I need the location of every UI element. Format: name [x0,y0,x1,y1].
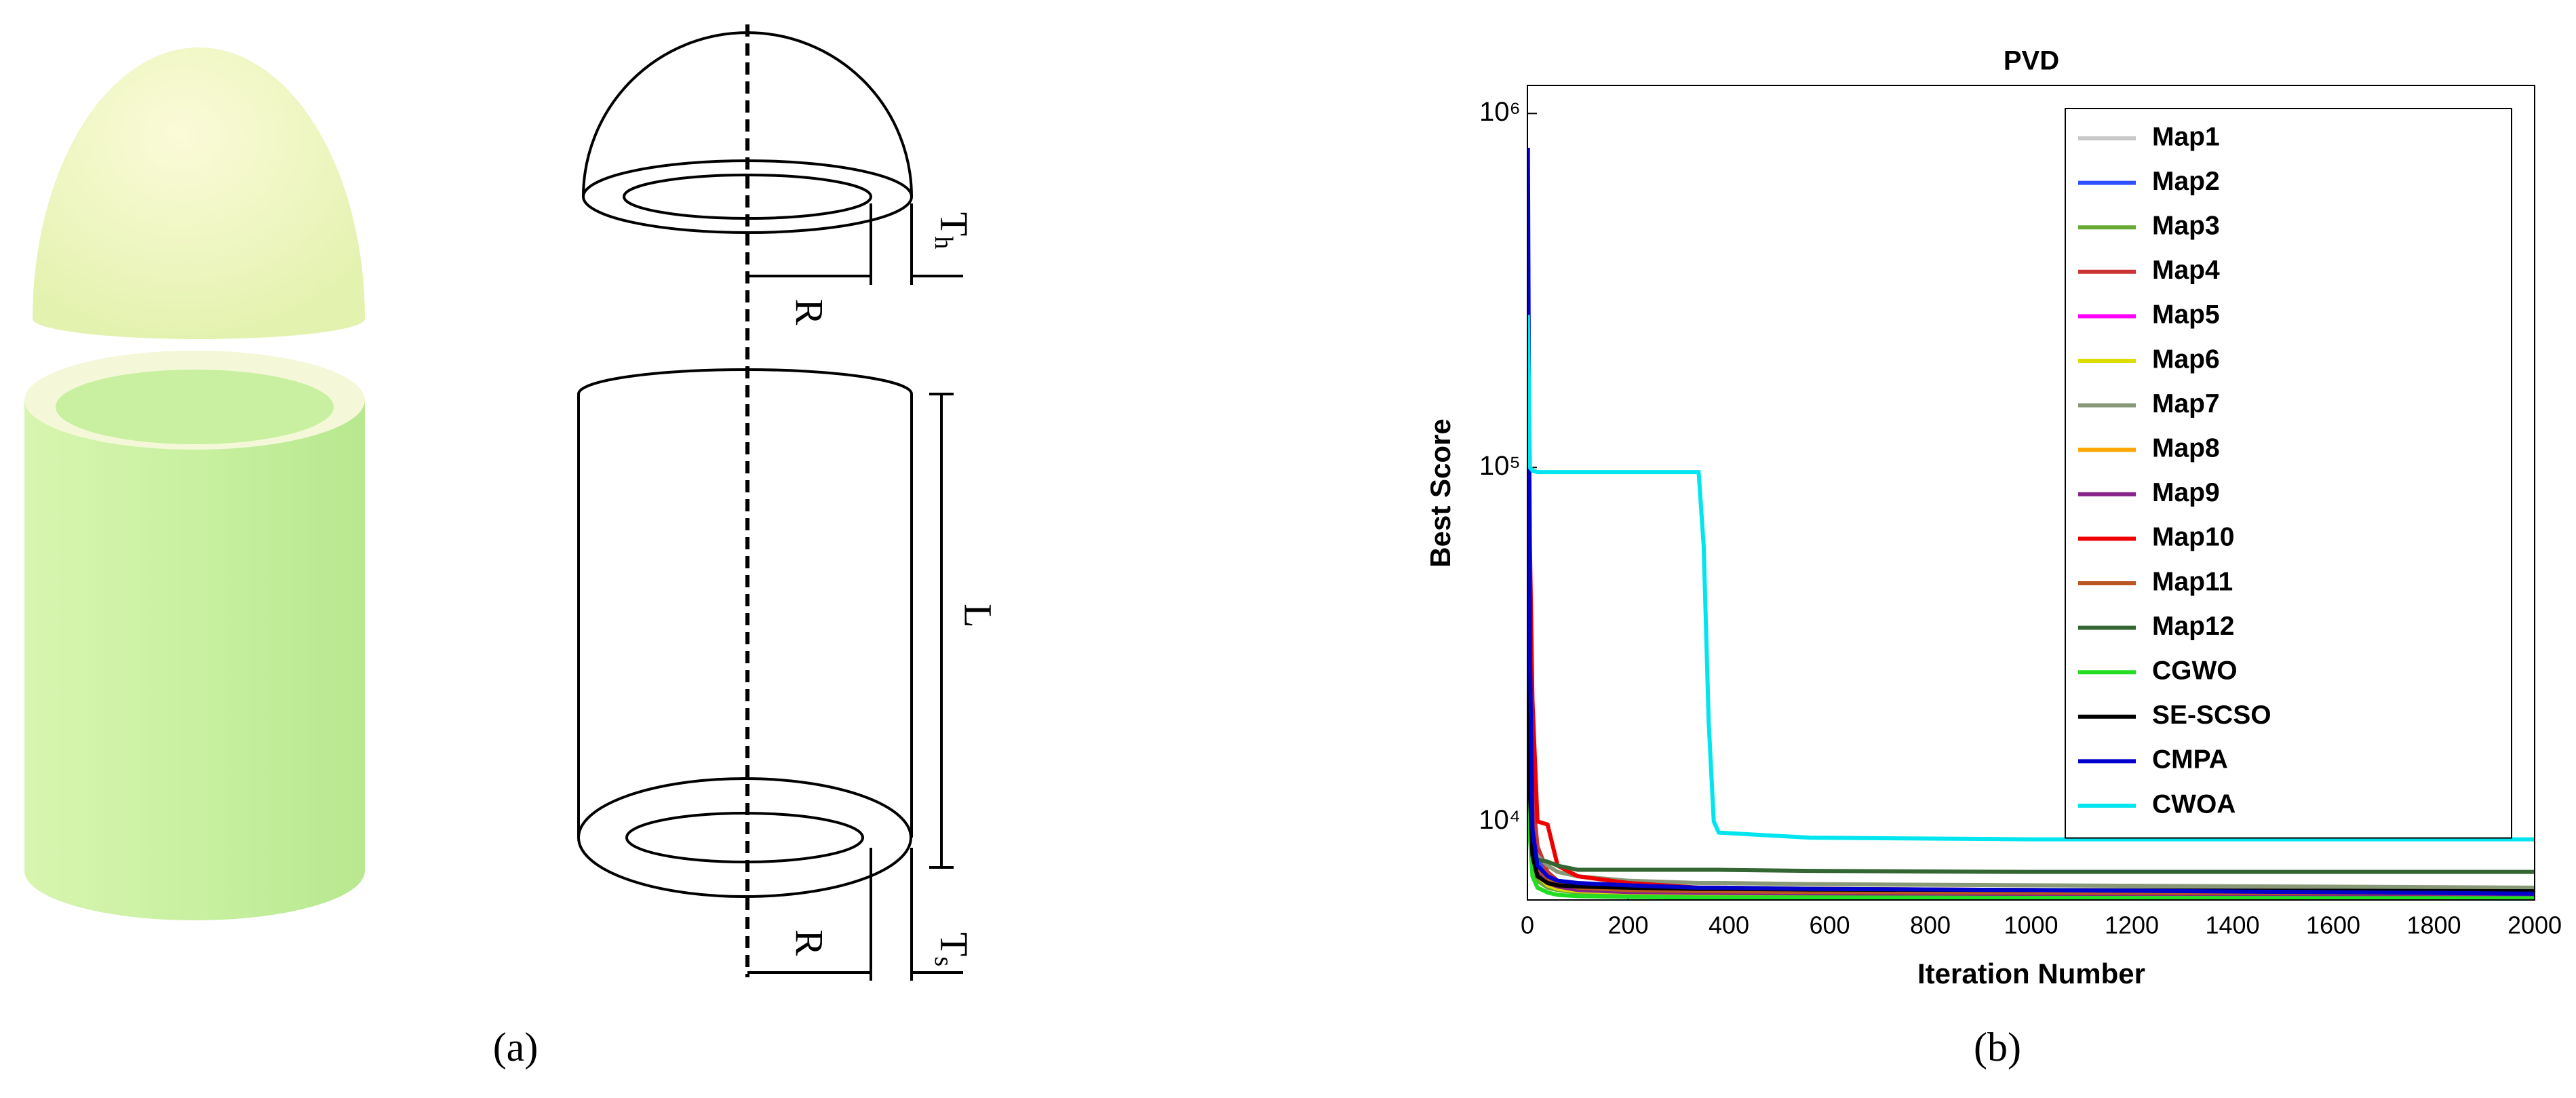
legend-label: Map11 [2152,567,2233,596]
legend-label: Map2 [2152,167,2220,196]
dimension-label: R [787,930,832,956]
x-tick-label: 600 [1809,911,1850,939]
legend-label: CMPA [2152,745,2228,775]
label-main: T [932,212,976,236]
x-tick-label: 0 [1521,911,1534,939]
series-line [1527,395,2535,900]
legend-label: SE-SCSO [2152,701,2271,730]
cylinder-body [24,400,365,920]
legend-label: Map12 [2152,612,2234,641]
label-main: T [932,933,976,956]
x-tick-label: 1200 [2105,911,2159,939]
legend-label: CGWO [2152,656,2238,685]
dimension-label: Th [929,212,975,249]
x-tick-label: 1000 [2004,911,2058,939]
x-tick-label: 1600 [2306,911,2360,939]
chart-title: PVD [2004,46,2059,76]
legend-label: Map9 [2152,478,2220,507]
render-3d [24,47,365,920]
cylinder-ring-outer [577,777,912,898]
x-tick-label: 1400 [2205,911,2259,939]
legend-label: Map4 [2152,256,2220,285]
label-sub: h [929,236,958,249]
cylinder-top [577,368,913,395]
x-tick-label: 2000 [2507,911,2562,939]
legend-label: Map5 [2152,300,2220,330]
legend-label: CWOA [2152,789,2236,819]
legend-label: Map10 [2152,523,2234,552]
legend-box [2065,108,2512,839]
series-line [1527,315,2535,842]
dimension-labels: Th R L R Ts [787,212,1000,966]
dimension-label: Ts [929,933,975,966]
label-sub: s [929,956,958,966]
y-axis-label: Best Score [1424,418,1456,567]
dimension-label: L [956,604,1000,627]
x-tick-label: 800 [1910,911,1951,939]
legend-label: Map8 [2152,433,2220,463]
y-tick-label: 10⁵ [1479,451,1521,481]
legend-label: Map3 [2152,211,2220,240]
x-tick-label: 200 [1607,911,1648,939]
legend-label: Map6 [2152,345,2220,374]
legend-label: Map1 [2152,122,2220,151]
line-drawing [577,24,963,981]
axes-frame [1527,85,2535,901]
x-tick-label: 1800 [2406,911,2461,939]
x-axis-label: Iteration Number [1917,958,2145,989]
series-line [1527,147,2535,896]
y-tick-label: 10⁴ [1479,805,1521,835]
dome [33,47,365,339]
x-tick-label: 400 [1709,911,1749,939]
cylinder-hole [56,370,334,444]
dimension-label: R [787,299,832,326]
legend-label: Map7 [2152,389,2220,418]
y-tick-label: 10⁶ [1479,97,1521,127]
caption: (b) [1974,1025,2021,1070]
caption: (a) [493,1025,539,1070]
cylinder-ring-inner [625,812,864,863]
chart: PVD Iteration Number Best Score 0 200 400 6… [1424,46,2562,990]
